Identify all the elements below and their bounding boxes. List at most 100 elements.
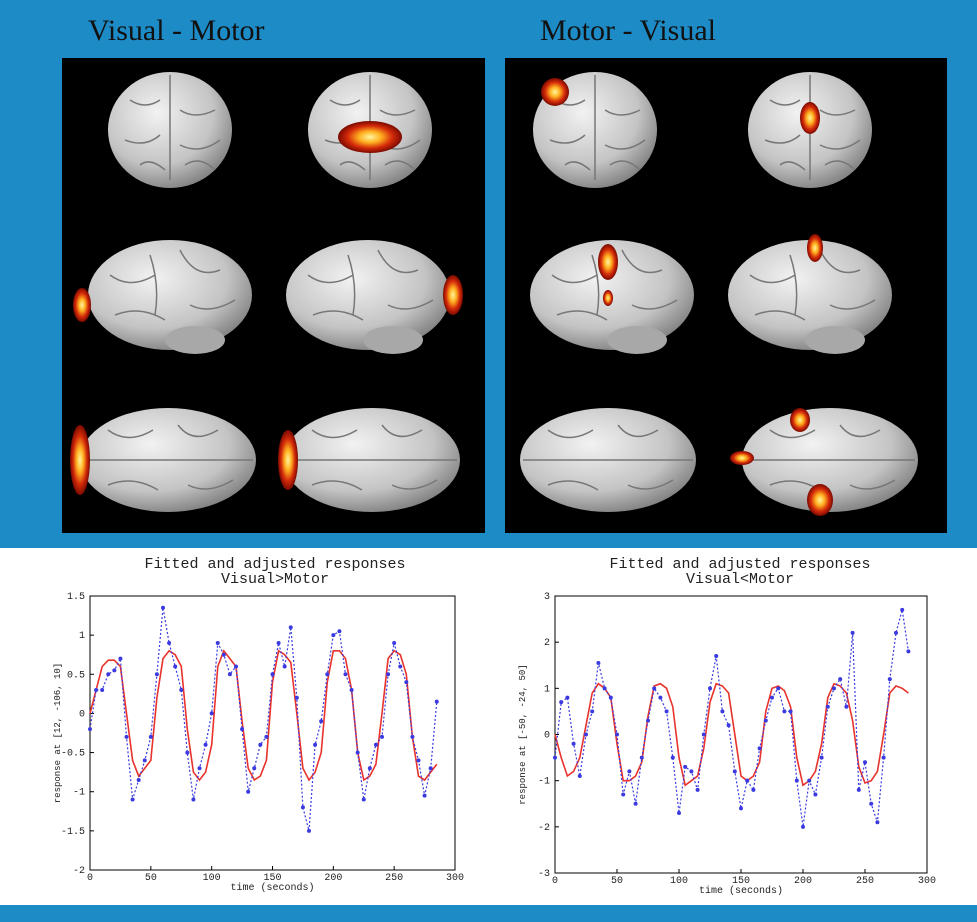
- data-point: [609, 696, 613, 700]
- data-point: [167, 641, 171, 645]
- data-point: [191, 798, 195, 802]
- data-point: [702, 733, 706, 737]
- data-point: [652, 686, 656, 690]
- data-point: [368, 766, 372, 770]
- data-point: [271, 672, 275, 676]
- data-point: [277, 641, 281, 645]
- data-point: [739, 806, 743, 810]
- y-tick-label: 2: [544, 638, 550, 649]
- data-point: [356, 751, 360, 755]
- data-point: [234, 664, 238, 668]
- data-point: [210, 711, 214, 715]
- data-point: [875, 820, 879, 824]
- data-point: [708, 686, 712, 690]
- data-point: [307, 829, 311, 833]
- data-point: [882, 756, 886, 760]
- data-point: [331, 633, 335, 637]
- data-point: [646, 719, 650, 723]
- x-axis-label: time (seconds): [230, 882, 314, 894]
- data-point: [161, 606, 165, 610]
- plot-area: [555, 596, 927, 873]
- data-point: [658, 696, 662, 700]
- data-point: [295, 696, 299, 700]
- x-tick-label: 200: [794, 876, 812, 887]
- data-point: [258, 743, 262, 747]
- data-point: [634, 802, 638, 806]
- y-axis-label: response at [12, -106, 10]: [53, 663, 63, 803]
- y-tick-label: 0.5: [67, 670, 85, 681]
- data-point: [222, 653, 226, 657]
- data-point: [590, 709, 594, 713]
- data-point: [143, 758, 147, 762]
- data-point: [404, 680, 408, 684]
- data-point: [88, 727, 92, 731]
- data-line: [90, 651, 437, 780]
- data-point: [720, 709, 724, 713]
- data-point: [362, 798, 366, 802]
- data-point: [198, 766, 202, 770]
- data-point: [137, 778, 141, 782]
- x-tick-label: 50: [145, 873, 157, 884]
- y-tick-label: -0.5: [61, 749, 85, 760]
- data-point: [131, 798, 135, 802]
- data-point: [776, 686, 780, 690]
- data-point: [714, 654, 718, 658]
- y-tick-label: -2: [538, 823, 550, 834]
- x-tick-label: 0: [552, 876, 558, 887]
- data-point: [578, 774, 582, 778]
- data-point: [844, 705, 848, 709]
- y-tick-label: -1.5: [61, 827, 85, 838]
- chart: Fitted and adjusted responsesVisual<Moto…: [518, 556, 936, 897]
- plot-area: [90, 596, 455, 870]
- data-point: [813, 793, 817, 797]
- x-tick-label: 50: [611, 876, 623, 887]
- data-line: [90, 608, 437, 831]
- panel-title: Visual - Motor: [88, 14, 265, 47]
- data-point: [572, 742, 576, 746]
- y-tick-label: 0: [79, 709, 85, 720]
- data-point: [289, 625, 293, 629]
- x-tick-label: 0: [87, 873, 93, 884]
- data-point: [832, 686, 836, 690]
- data-point: [627, 769, 631, 773]
- brain-panel: [62, 58, 485, 533]
- data-point: [410, 735, 414, 739]
- data-point: [801, 825, 805, 829]
- y-tick-label: 3: [544, 592, 550, 603]
- chart-subtitle: Visual>Motor: [221, 571, 329, 588]
- data-point: [758, 746, 762, 750]
- data-point: [565, 696, 569, 700]
- data-point: [671, 756, 675, 760]
- data-point: [857, 788, 861, 792]
- data-point: [640, 756, 644, 760]
- data-point: [603, 686, 607, 690]
- data-point: [173, 664, 177, 668]
- data-point: [782, 709, 786, 713]
- data-point: [398, 664, 402, 668]
- data-point: [665, 709, 669, 713]
- data-point: [906, 649, 910, 653]
- data-point: [795, 779, 799, 783]
- slide: Visual - Motor Motor - Visual Fitted and…: [0, 0, 977, 922]
- data-point: [344, 672, 348, 676]
- data-point: [553, 756, 557, 760]
- y-tick-label: -1: [538, 777, 550, 788]
- data-point: [677, 811, 681, 815]
- data-point: [584, 733, 588, 737]
- data-point: [252, 766, 256, 770]
- brain-panel: [505, 58, 947, 533]
- data-point: [423, 794, 427, 798]
- data-point: [100, 688, 104, 692]
- data-point: [179, 688, 183, 692]
- chart-subtitle: Visual<Motor: [686, 571, 794, 588]
- y-tick-label: 1.5: [67, 592, 85, 603]
- data-point: [125, 735, 129, 739]
- data-point: [94, 688, 98, 692]
- data-point: [155, 672, 159, 676]
- data-point: [559, 700, 563, 704]
- data-point: [112, 668, 116, 672]
- data-point: [106, 672, 110, 676]
- data-point: [325, 672, 329, 676]
- data-point: [789, 709, 793, 713]
- data-point: [350, 688, 354, 692]
